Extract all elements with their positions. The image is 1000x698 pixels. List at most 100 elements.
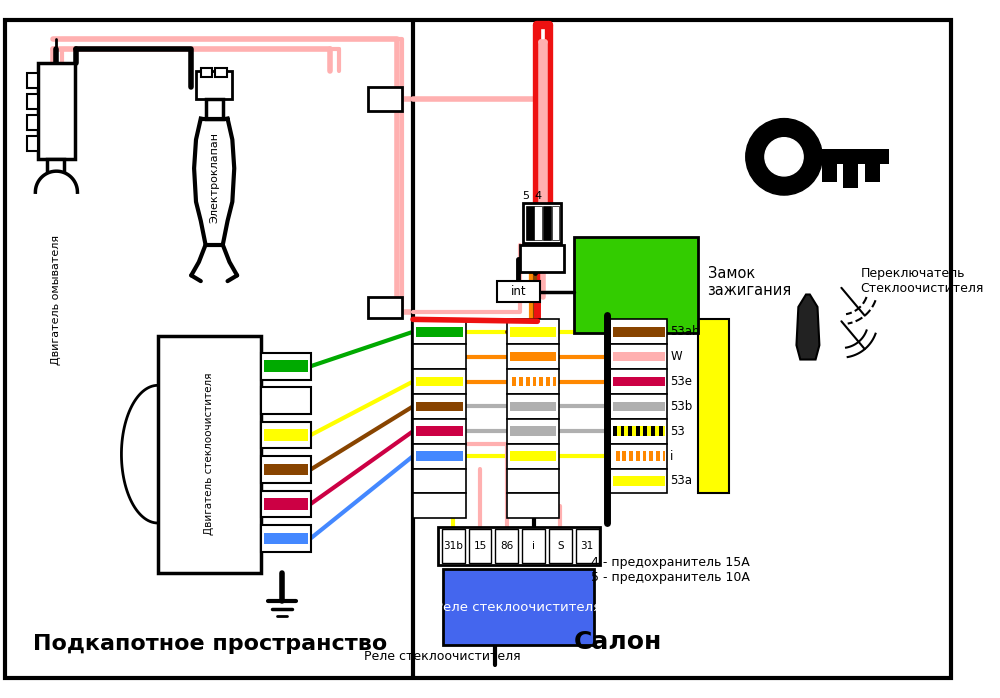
Bar [640,452,643,461]
Bar [510,426,556,436]
Bar [659,426,663,436]
Text: 53e: 53e [670,375,692,388]
Bar [507,369,559,394]
Bar [516,377,519,386]
Bar [651,426,655,436]
Bar [368,87,402,111]
Bar [206,99,223,119]
Bar [261,491,311,517]
Text: Двигатель стеклоочистителя: Двигатель стеклоочистителя [204,373,214,535]
Bar [510,327,556,336]
Bar [520,245,564,272]
Bar [507,320,559,344]
Bar [438,527,600,565]
Bar [264,429,308,441]
Bar [653,452,656,461]
Bar [865,165,880,181]
Bar [510,452,556,461]
Bar [574,237,698,333]
Text: 5: 5 [522,191,529,201]
Bar [413,468,466,493]
Bar [610,444,667,468]
Bar [613,352,665,362]
Bar [643,426,647,436]
Text: Двигатель омывателя: Двигатель омывателя [51,235,61,365]
Text: 4: 4 [535,191,542,201]
Bar [536,377,539,386]
Text: Реле стеклоочистителя: Реле стеклоочистителя [364,650,521,663]
Bar [413,444,466,468]
Bar [543,377,546,386]
Bar [549,529,572,563]
Bar [550,377,553,386]
Bar [610,320,667,344]
Bar [610,394,667,419]
Bar [443,569,594,646]
Polygon shape [35,171,77,192]
Text: S: S [557,541,564,551]
Bar [613,401,665,411]
Text: 4 - предохранитель 15А
5 - предохранитель 10А: 4 - предохранитель 15А 5 - предохранител… [591,556,750,584]
Bar [507,444,559,468]
Bar [646,452,649,461]
Text: W: W [670,350,682,363]
Bar [507,419,559,444]
Text: int: int [510,285,526,298]
Bar [158,336,261,573]
Bar [543,206,551,240]
Bar [613,452,616,461]
Bar [523,377,526,386]
Bar [264,360,308,372]
Bar [613,327,665,336]
Bar [416,452,463,461]
Bar [523,202,561,243]
Bar [201,68,212,77]
Bar [507,468,559,493]
Bar [784,149,889,165]
Bar [497,281,540,302]
Bar [620,452,622,461]
Bar [47,158,64,183]
Circle shape [746,119,822,195]
Text: 31: 31 [580,541,594,551]
Bar [413,344,466,369]
Bar [610,369,667,394]
Bar [413,369,466,394]
Bar [264,463,308,475]
Bar [413,394,466,419]
Bar [261,387,311,414]
Bar [507,493,559,518]
Bar [660,452,663,461]
Bar [27,73,38,88]
Bar [522,529,545,563]
Bar [416,401,463,411]
Bar [510,401,556,411]
Bar [510,352,556,362]
Bar [469,529,491,563]
Text: Электроклапан: Электроклапан [209,133,219,223]
Circle shape [765,138,803,176]
Bar [576,529,599,563]
Text: Переключатель
Стеклоочистителя: Переключатель Стеклоочистителя [861,267,984,295]
Bar [530,377,533,386]
Bar [27,136,38,151]
Text: Салон: Салон [574,630,662,654]
Bar [264,498,308,510]
Bar [413,419,466,444]
Bar [613,426,665,436]
Bar [413,493,466,518]
Bar [822,165,837,181]
Bar [552,206,559,240]
Bar [215,68,227,77]
Bar [610,419,667,444]
Bar [633,452,636,461]
Bar [416,377,463,386]
Bar [507,344,559,369]
Text: 86: 86 [500,541,513,551]
Text: 53a: 53a [670,475,692,487]
Bar [416,327,463,336]
Text: 53b: 53b [670,400,692,413]
Bar [261,352,311,380]
Text: Замок
зажигания: Замок зажигания [708,266,792,298]
Text: i: i [532,541,535,551]
